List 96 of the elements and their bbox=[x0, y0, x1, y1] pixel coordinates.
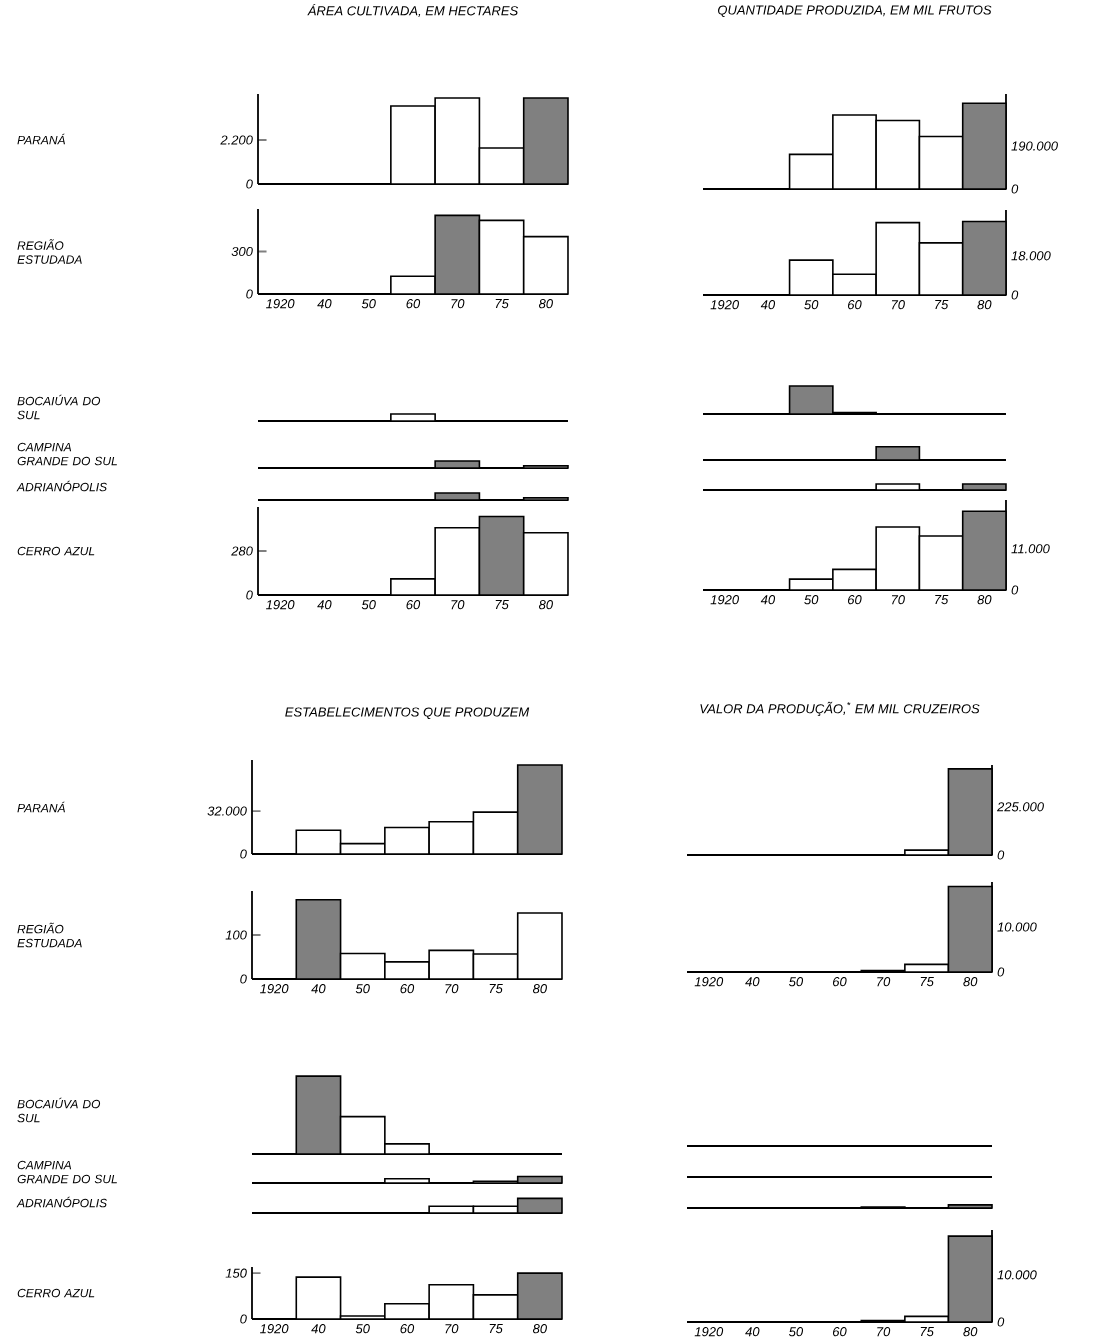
x-tick-label: 50 bbox=[804, 300, 819, 310]
y-axis-title: REGIÃO ESTUDADA bbox=[17, 239, 82, 264]
x-tick-label: 50 bbox=[788, 977, 804, 987]
x-tick-label: 60 bbox=[847, 300, 862, 310]
y-tick-label: 0 bbox=[240, 1314, 247, 1324]
x-tick-label: 1920 bbox=[260, 984, 289, 994]
x-tick-label: 75 bbox=[935, 595, 949, 605]
x-tick-label: 80 bbox=[538, 299, 553, 309]
x-tick-label: 75 bbox=[920, 1327, 934, 1337]
x-tick-label: 80 bbox=[538, 600, 553, 610]
x-tick-label: 1920 bbox=[694, 1327, 724, 1337]
y-tick-label: 18.000 bbox=[1011, 251, 1051, 261]
y-tick-label: 2.200 bbox=[220, 135, 253, 145]
x-tick-label: 70 bbox=[451, 600, 465, 610]
x-tick-label: 60 bbox=[400, 984, 415, 994]
x-tick-label: 1920 bbox=[260, 1324, 289, 1334]
x-tick-label: 50 bbox=[361, 600, 376, 610]
y-tick-label: 0 bbox=[997, 1317, 1005, 1327]
chart-title: VALOR DA PRODUÇÃO,$^{*}$ EM MIL CRUZEIROS bbox=[700, 701, 980, 716]
y-tick-label: 0 bbox=[246, 590, 253, 600]
x-tick-label: 70 bbox=[877, 977, 891, 987]
x-tick-label: 75 bbox=[935, 300, 949, 310]
x-tick-label: 40 bbox=[745, 1327, 760, 1337]
x-tick-label: 75 bbox=[495, 600, 509, 610]
x-tick-label: 1920 bbox=[266, 299, 295, 309]
y-tick-label: 190.000 bbox=[1011, 141, 1058, 151]
x-tick-label: 75 bbox=[489, 984, 503, 994]
y-axis-title: REGIÃO ESTUDADA bbox=[17, 922, 82, 948]
chart-title: QUANTIDADE PRODUZIDA, EM MIL FRUTOS bbox=[718, 5, 992, 17]
y-tick-label: 0 bbox=[1011, 184, 1019, 194]
x-tick-label: 50 bbox=[355, 984, 370, 994]
y-axis-title: PARANÁ bbox=[17, 801, 65, 813]
x-tick-label: 75 bbox=[489, 1324, 503, 1334]
y-axis-title: CAMPINA GRANDE DO SUL bbox=[17, 1160, 117, 1184]
y-tick-label: 0 bbox=[240, 974, 247, 984]
y-tick-label: 150 bbox=[225, 1268, 247, 1278]
x-tick-label: 80 bbox=[963, 1327, 978, 1337]
x-tick-label: 80 bbox=[977, 595, 992, 605]
chart-title: ÁREA CULTIVADA, EM HECTARES bbox=[307, 4, 519, 17]
x-tick-label: 50 bbox=[804, 595, 819, 605]
x-tick-label: 40 bbox=[745, 977, 760, 987]
y-tick-label: 100 bbox=[225, 930, 247, 940]
y-tick-label: 300 bbox=[231, 246, 253, 257]
y-axis-title: ADRIANÓPOLIS bbox=[16, 1196, 107, 1208]
y-tick-label: 0 bbox=[997, 967, 1005, 977]
y-axis-title: PARANÁ bbox=[17, 133, 65, 145]
x-tick-label: 70 bbox=[891, 300, 905, 310]
y-axis-title: CERRO AZUL bbox=[17, 1288, 95, 1298]
chart-title: ESTABELECIMENTOS QUE PRODUZEM bbox=[285, 707, 530, 719]
x-tick-label: 75 bbox=[920, 977, 934, 987]
x-tick-label: 60 bbox=[406, 299, 421, 309]
y-tick-label: 11.000 bbox=[1011, 544, 1050, 554]
y-tick-label: 10.000 bbox=[997, 1270, 1037, 1280]
y-tick-label: 0 bbox=[240, 849, 247, 859]
y-tick-label: 0 bbox=[246, 289, 253, 299]
x-tick-label: 60 bbox=[406, 600, 421, 610]
x-tick-label: 70 bbox=[445, 984, 459, 994]
x-tick-label: 70 bbox=[451, 299, 465, 309]
x-tick-label: 80 bbox=[963, 977, 978, 987]
y-tick-label: 225.000 bbox=[997, 802, 1044, 812]
x-tick-label: 1920 bbox=[266, 600, 295, 610]
y-axis-title: BOCAIÚVA DO SUL bbox=[17, 394, 101, 420]
x-tick-label: 50 bbox=[361, 299, 376, 309]
x-tick-label: 40 bbox=[760, 595, 776, 605]
x-tick-label: 80 bbox=[977, 300, 992, 310]
y-axis-title: ADRIANÓPOLIS bbox=[16, 480, 107, 492]
x-tick-label: 50 bbox=[788, 1327, 804, 1337]
x-tick-label: 70 bbox=[891, 595, 905, 605]
x-tick-label: 40 bbox=[311, 984, 326, 994]
x-tick-label: 40 bbox=[317, 600, 332, 610]
x-tick-label: 1920 bbox=[694, 977, 724, 987]
x-tick-label: 60 bbox=[832, 1327, 847, 1337]
y-tick-label: 0 bbox=[997, 850, 1005, 860]
y-tick-label: 280 bbox=[231, 546, 253, 556]
y-tick-label: 0 bbox=[246, 179, 253, 189]
x-tick-label: 70 bbox=[877, 1327, 891, 1337]
x-tick-label: 75 bbox=[495, 299, 509, 309]
y-tick-label: 0 bbox=[1011, 290, 1019, 300]
y-axis-title: CAMPINA GRANDE DO SUL bbox=[17, 442, 117, 466]
x-tick-label: 80 bbox=[532, 1324, 547, 1334]
y-tick-label: 32.000 bbox=[207, 806, 247, 816]
x-tick-label: 40 bbox=[317, 299, 332, 309]
x-tick-label: 50 bbox=[355, 1324, 370, 1334]
x-tick-label: 60 bbox=[847, 595, 862, 605]
x-tick-label: 60 bbox=[400, 1324, 415, 1334]
y-axis-title: BOCAIÚVA DO SUL bbox=[17, 1097, 101, 1123]
x-tick-label: 80 bbox=[532, 984, 547, 994]
y-tick-label: 0 bbox=[1011, 585, 1019, 595]
x-tick-label: 1920 bbox=[710, 300, 739, 310]
x-tick-label: 40 bbox=[311, 1324, 326, 1334]
x-tick-label: 1920 bbox=[710, 595, 739, 605]
x-tick-label: 70 bbox=[445, 1324, 459, 1334]
x-tick-label: 40 bbox=[760, 300, 776, 310]
y-tick-label: 10.000 bbox=[997, 922, 1037, 932]
x-tick-label: 60 bbox=[832, 977, 847, 987]
y-axis-title: CERRO AZUL bbox=[17, 546, 95, 556]
